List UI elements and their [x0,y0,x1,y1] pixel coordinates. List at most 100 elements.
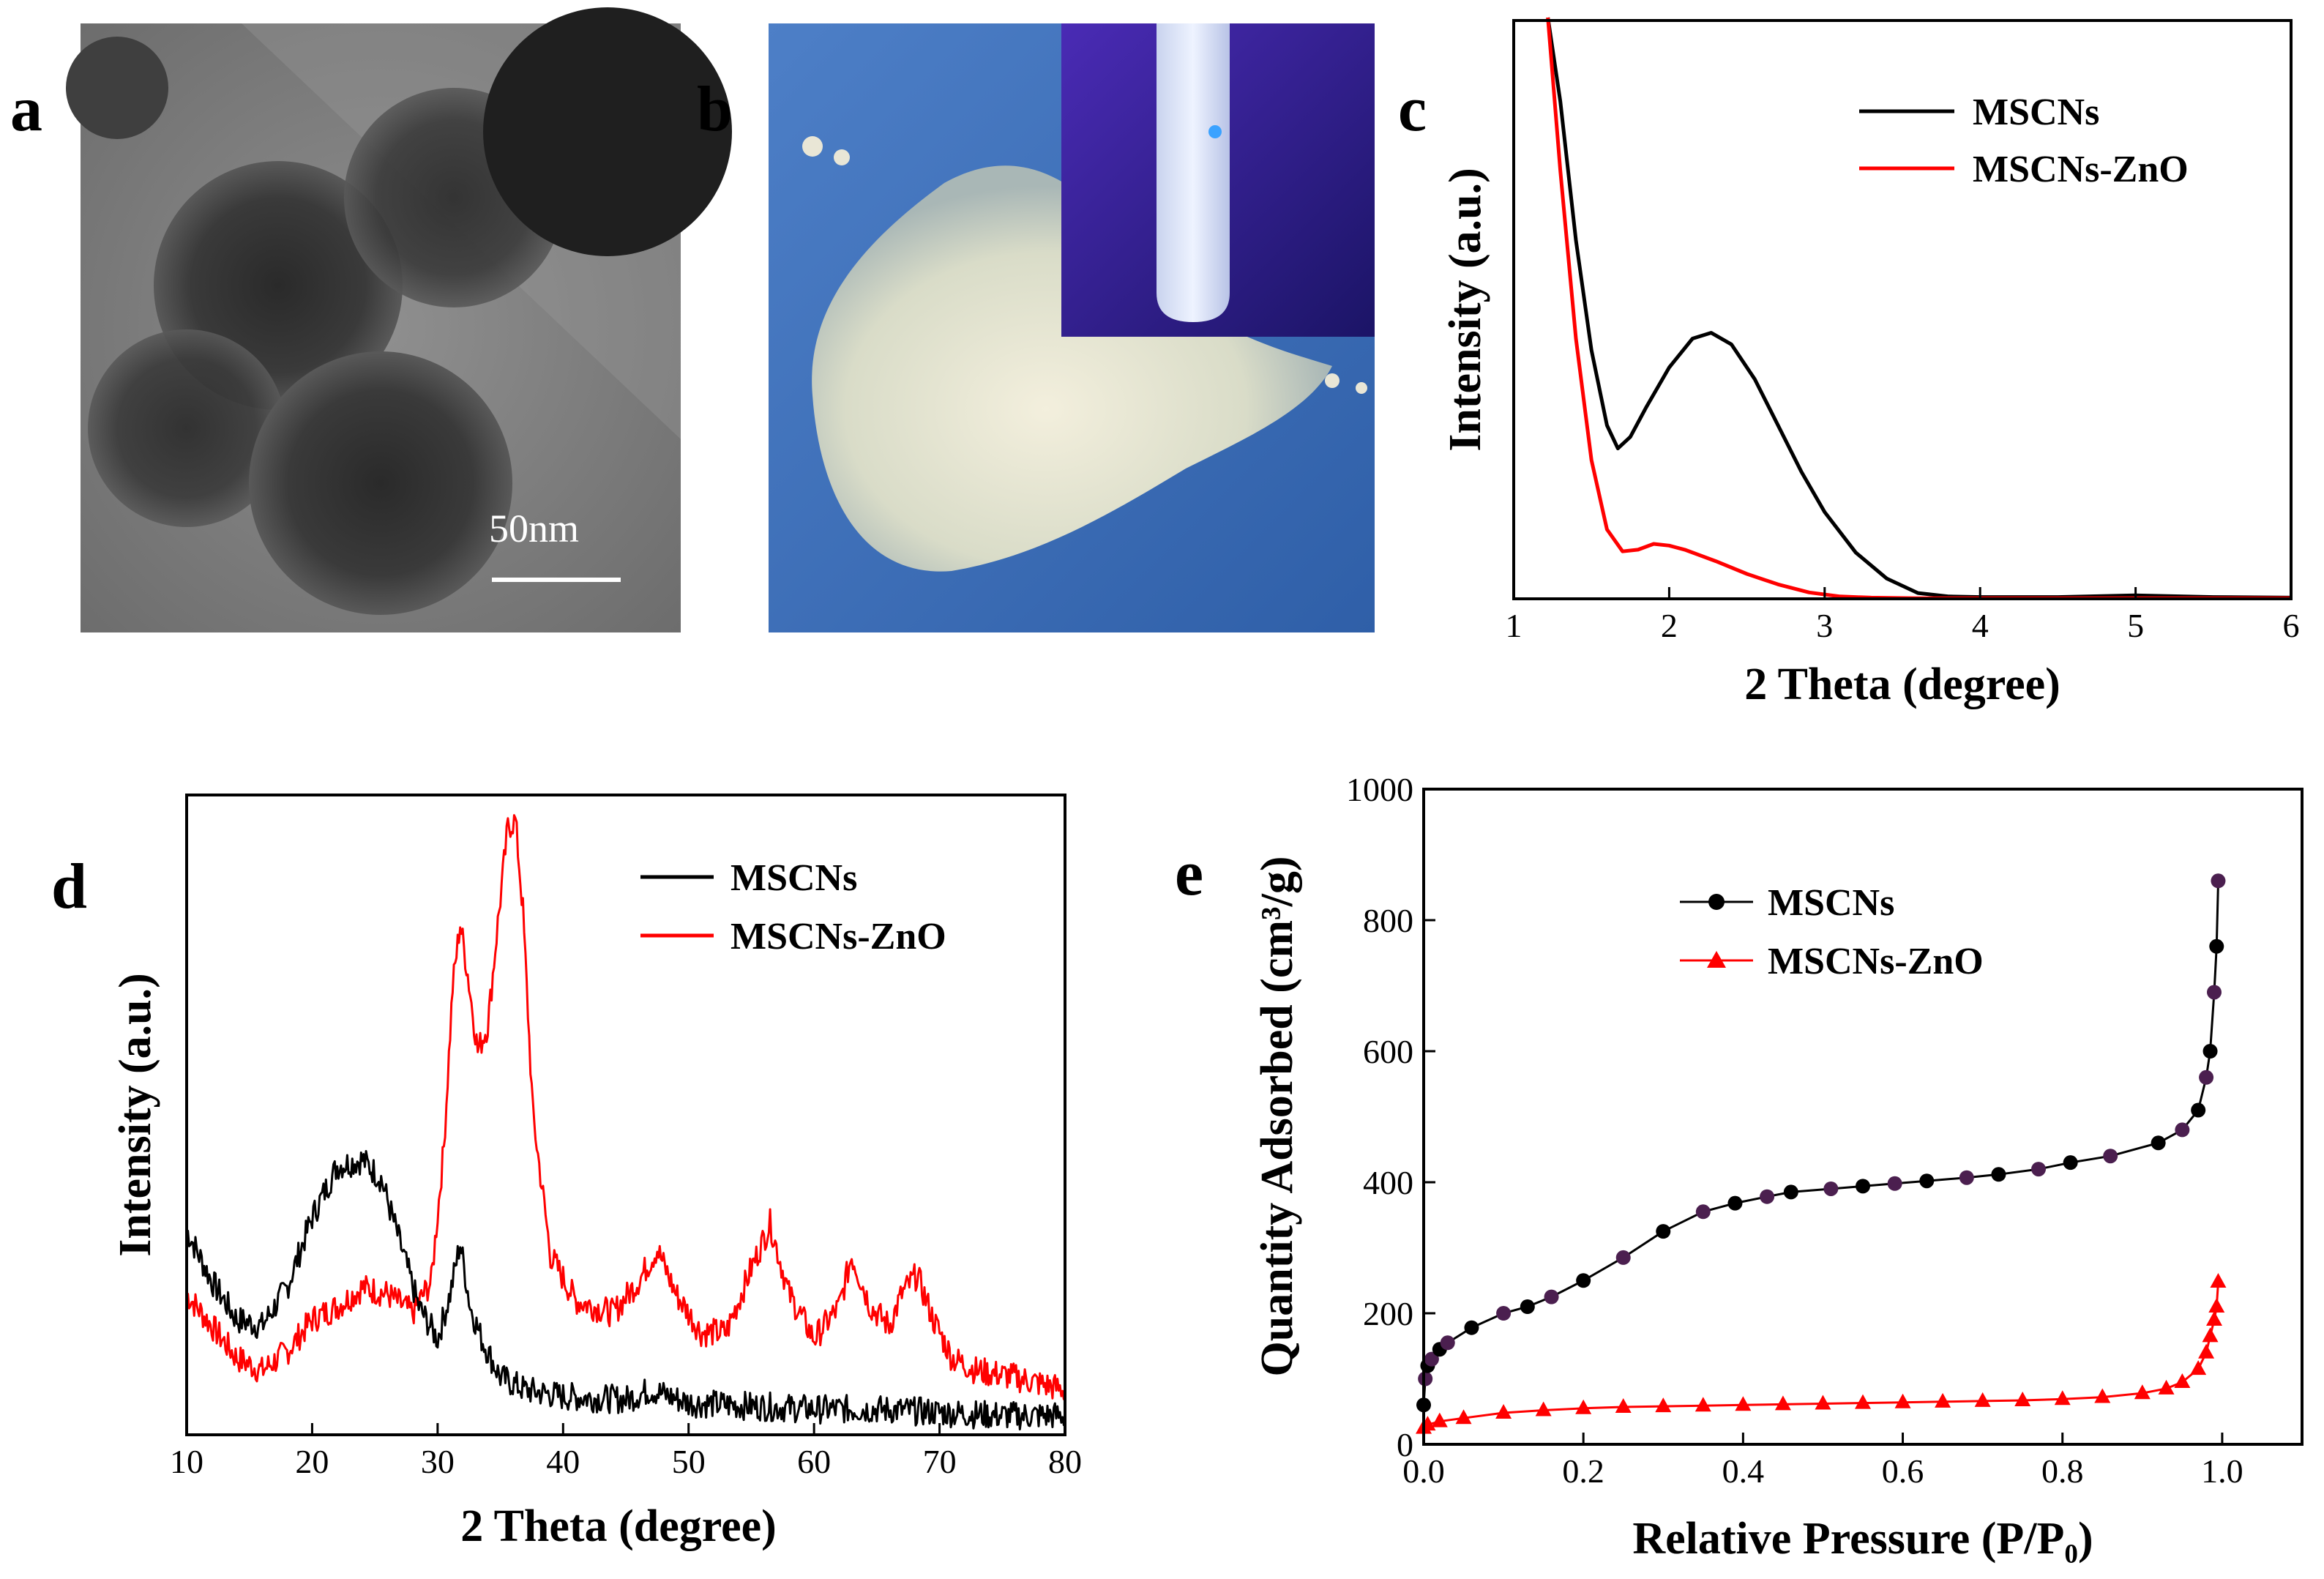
chart-c-x-tick-label: 5 [2127,607,2144,644]
chart-e-x-tick-label: 0.4 [1722,1452,1765,1490]
chart-d-x-tick-label: 80 [1048,1443,1082,1480]
powder-grain [802,136,823,157]
chart-c-x-tick-label: 1 [1506,607,1522,644]
panel-d: d 10 20 30 40 50 60 70 80 2 Theta (degree) Inte… [51,794,1082,1551]
nanoparticle [88,329,285,527]
series-line-mscns [186,1150,1066,1430]
data-point-mscns-zno [2094,1388,2111,1403]
chart-e-y-tick-label: 400 [1363,1164,1413,1201]
panel-d-label: d [51,851,87,922]
chart-e-x-tick-label: 0.0 [1402,1452,1445,1490]
data-point-mscns [2031,1162,2046,1177]
chart-d-plot [186,814,1066,1430]
data-point-mscns-zno [2202,1327,2219,1343]
legend-label-mscns-zno: MSCNs-ZnO [1768,941,1984,982]
data-point-mscns-zno [1974,1392,1991,1407]
data-point-mscns [1959,1170,1974,1185]
chart-d-x-tick-label: 30 [421,1443,455,1480]
nanoparticle [249,351,512,615]
powder-grain [1356,382,1367,394]
data-point-mscns [1856,1179,1870,1194]
panel-c-label: c [1398,74,1427,145]
panel-a-label: a [10,74,42,145]
fluorescence-spot [1208,125,1222,138]
panel-b-label: b [697,74,733,145]
series-line-mscns-zno [186,814,1066,1400]
series-line-mscns-zno [1546,17,2291,600]
data-point-mscns-zno [1735,1396,1752,1411]
chart-d-x-tick-label: 70 [923,1443,957,1480]
chart-d-legend: MSCNs MSCNs-ZnO [640,857,946,958]
panel-c: c 1 2 3 4 5 6 2 Theta (degree) Intensity (a.u… [1398,17,2300,709]
data-point-mscns-zno [2190,1360,2207,1375]
legend-marker-mscns-zno [1707,951,1726,968]
chart-c-x-tick-label: 6 [2283,607,2300,644]
chart-e-y-tick-label: 600 [1363,1033,1413,1070]
data-point-mscns [1887,1176,1902,1191]
data-point-mscns [1496,1306,1512,1321]
data-point-mscns-zno [1894,1393,1911,1408]
chart-d-frame [185,794,1066,1436]
data-point-mscns-zno [2208,1298,2225,1313]
chart-e-y-label: Quantity Adsorbed (cm³/g) [1252,856,1302,1377]
chart-e-y-tick-label: 1000 [1346,771,1413,808]
chart-d-x-tick-label: 50 [672,1443,706,1480]
chart-e-plot [1416,873,2227,1434]
chart-e-legend: MSCNs MSCNs-ZnO [1680,882,1984,982]
chart-e-x-tick-label: 0.8 [2041,1452,2084,1490]
data-point-mscns [1919,1173,1935,1189]
legend-label-mscns: MSCNs [1973,92,2099,133]
data-point-mscns [1760,1189,1775,1204]
chart-e-x-tick-label: 0.2 [1562,1452,1604,1490]
chart-e-x-label: Relative Pressure (P/P₀) [1632,1514,2093,1564]
chart-c-legend: MSCNs MSCNs-ZnO [1859,92,2189,190]
data-point-mscns [1823,1181,1839,1196]
data-point-mscns [1991,1167,2006,1182]
scale-bar-label: 50nm [489,507,579,550]
data-point-mscns [2151,1135,2166,1151]
panel-b: b [697,23,1375,632]
legend-label-mscns-zno: MSCNs-ZnO [731,916,946,958]
data-point-mscns [1544,1289,1559,1304]
data-point-mscns [2207,985,2222,1000]
data-point-mscns [1727,1195,1743,1211]
data-point-mscns-zno [2158,1379,2175,1395]
chart-e-x-tick-label: 1.0 [2201,1452,2243,1490]
data-point-mscns-zno [1774,1395,1791,1411]
data-point-mscns-zno [1535,1401,1552,1416]
series-line-mscns [1422,881,2219,1406]
data-point-mscns [1520,1299,1535,1315]
legend-marker-mscns [1708,894,1725,910]
chart-d-x-tick-label: 10 [170,1443,203,1480]
data-point-mscns [1656,1224,1671,1239]
data-point-mscns-zno [1655,1397,1672,1413]
chart-e-ticks: 0.0 0.2 0.4 0.6 0.8 1.0 0 200 400 600 800 1000 [1346,771,2243,1490]
data-point-mscns [2209,938,2224,954]
chart-c-frame [1512,19,2293,600]
data-point-mscns [2175,1122,2190,1138]
series-line-mscns [1546,17,2292,600]
data-point-mscns-zno [2198,1343,2215,1359]
chart-c-x-tick-label: 4 [1972,607,1989,644]
data-point-mscns-zno [2174,1373,2191,1388]
chart-d-y-label: Intensity (a.u.) [111,973,160,1257]
data-point-mscns-zno [1431,1412,1448,1427]
data-point-mscns [2103,1149,2118,1164]
data-point-mscns-zno [2210,1273,2227,1288]
legend-label-mscns: MSCNs [731,857,857,899]
data-point-mscns [1783,1184,1798,1200]
powder-grain [834,149,850,165]
data-point-mscns [1615,1250,1631,1265]
powder-grain [1325,373,1340,388]
data-point-mscns [1418,1371,1433,1386]
legend-label-mscns: MSCNs [1768,882,1894,924]
data-point-mscns-zno [1455,1409,1472,1425]
data-point-mscns [1440,1335,1455,1351]
chart-e-y-tick-label: 200 [1363,1295,1413,1332]
data-point-mscns-zno [2014,1392,2031,1407]
chart-d-x-ticks: 10 20 30 40 50 60 70 80 [170,1423,1082,1480]
powder-sample [812,165,1332,572]
chart-d-x-label: 2 Theta (degree) [460,1501,777,1551]
test-tube [1157,23,1230,322]
nanoparticle [483,7,732,256]
